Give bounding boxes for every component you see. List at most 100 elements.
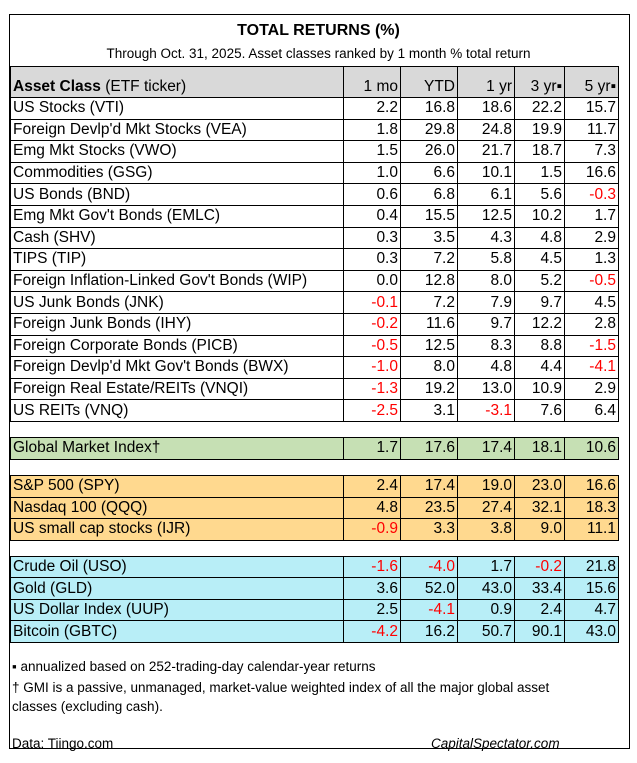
return-ytd: 19.2: [400, 377, 458, 401]
publisher-credit: CapitalSpectator.com: [431, 736, 560, 751]
return-ytd: -4.1: [400, 598, 458, 622]
return-1yr: 24.8: [457, 118, 515, 142]
return-3yr: 1.5: [514, 161, 565, 185]
return-1mo: 0.4: [343, 204, 401, 228]
return-3yr: 4.5: [514, 248, 565, 271]
header-asset-bold: Asset Class: [13, 78, 101, 95]
spacer-cell: [10, 458, 619, 476]
return-1yr: 8.3: [457, 334, 515, 358]
return-1yr: 10.1: [457, 161, 515, 185]
return-1mo: 2.2: [343, 97, 401, 120]
return-5yr: 21.8: [564, 555, 619, 579]
subtitle: Through Oct. 31, 2025. Asset classes ran…: [106, 46, 531, 61]
return-1yr: 12.5: [457, 204, 515, 228]
table-row: US Dollar Index (UUP) 2.5 -4.1 0.9 2.4 4.7: [10, 598, 619, 622]
return-3yr: 32.1: [514, 496, 565, 520]
return-1mo: 1.7: [343, 436, 401, 460]
return-ytd: 3.3: [400, 518, 458, 541]
table-row: US small cap stocks (IJR) -0.9 3.3 3.8 9.0 11…: [10, 518, 619, 541]
table-row: S&P 500 (SPY) 2.4 17.4 19.0 23.0 16.6: [10, 474, 619, 498]
return-ytd: 23.5: [400, 496, 458, 520]
table-row: Foreign Junk Bonds (IHY) -0.2 11.6 9.7 12.2 2…: [10, 312, 619, 336]
return-5yr: 4.5: [564, 291, 619, 314]
footnote-annualized: ▪ annualized based on 252-trading-day ca…: [12, 659, 376, 674]
asset-name: Foreign Devlp'd Mkt Gov't Bonds (BWX): [10, 356, 344, 379]
return-1yr: 4.8: [457, 356, 515, 379]
return-3yr: 2.4: [514, 598, 565, 622]
table-row: Cash (SHV) 0.3 3.5 4.3 4.8 2.9: [10, 226, 619, 250]
return-3yr: 18.7: [514, 140, 565, 163]
asset-name: US Junk Bonds (JNK): [10, 291, 344, 314]
asset-name: TIPS (TIP): [10, 248, 344, 271]
return-ytd: 26.0: [400, 140, 458, 163]
footnote-gmi: † GMI is a passive, unmanaged, market-va…: [12, 680, 550, 695]
table-row: Commodities (GSG) 1.0 6.6 10.1 1.5 16.6: [10, 161, 619, 185]
asset-name: US Dollar Index (UUP): [10, 598, 344, 622]
header-3yr: 3 yr▪: [514, 66, 565, 98]
return-3yr: 7.6: [514, 399, 565, 422]
return-1mo: 2.5: [343, 598, 401, 622]
return-3yr: 10.2: [514, 204, 565, 228]
return-5yr: 2.8: [564, 312, 619, 336]
return-1mo: 0.6: [343, 183, 401, 206]
table-row: TIPS (TIP) 0.3 7.2 5.8 4.5 1.3: [10, 248, 619, 271]
asset-name: US small cap stocks (IJR): [10, 518, 344, 541]
return-3yr: 12.2: [514, 312, 565, 336]
table-row: Emg Mkt Gov't Bonds (EMLC) 0.4 15.5 12.5 10.…: [10, 204, 619, 228]
return-3yr: 4.4: [514, 356, 565, 379]
table-row: Bitcoin (GBTC) -4.2 16.2 50.7 90.1 43.0: [10, 620, 619, 644]
return-5yr: 11.1: [564, 518, 619, 541]
return-5yr: 4.7: [564, 598, 619, 622]
asset-name: US REITs (VNQ): [10, 399, 344, 422]
asset-name: Emg Mkt Stocks (VWO): [10, 140, 344, 163]
return-5yr: 16.6: [564, 474, 619, 498]
table-row: Foreign Corporate Bonds (PICB) -0.5 12.5 8.…: [10, 334, 619, 358]
return-3yr: -0.2: [514, 555, 565, 579]
return-1mo: -0.2: [343, 312, 401, 336]
spacer-row: [10, 458, 619, 476]
return-ytd: 16.8: [400, 97, 458, 120]
return-5yr: 2.9: [564, 377, 619, 401]
return-5yr: 6.4: [564, 399, 619, 422]
return-1yr: 21.7: [457, 140, 515, 163]
asset-name: Foreign Real Estate/REITs (VNQI): [10, 377, 344, 401]
asset-name: S&P 500 (SPY): [10, 474, 344, 498]
return-5yr: 18.3: [564, 496, 619, 520]
return-3yr: 19.9: [514, 118, 565, 142]
return-5yr: 1.3: [564, 248, 619, 271]
return-1mo: 0.3: [343, 226, 401, 250]
header-1yr: 1 yr: [457, 66, 515, 98]
return-3yr: 5.6: [514, 183, 565, 206]
return-1yr: 3.8: [457, 518, 515, 541]
return-ytd: 16.2: [400, 620, 458, 644]
header-asset-class: Asset Class (ETF ticker): [10, 66, 344, 98]
return-1mo: 3.6: [343, 577, 401, 600]
spacer-cell: [10, 539, 619, 557]
return-5yr: 7.3: [564, 140, 619, 163]
return-1yr: 1.7: [457, 555, 515, 579]
header-ytd: YTD: [400, 66, 458, 98]
return-1mo: -1.0: [343, 356, 401, 379]
asset-name: US Bonds (BND): [10, 183, 344, 206]
return-1mo: 1.8: [343, 118, 401, 142]
return-1mo: 1.0: [343, 161, 401, 185]
page-title: TOTAL RETURNS (%): [237, 22, 400, 39]
return-ytd: 17.6: [400, 436, 458, 460]
return-1yr: 7.9: [457, 291, 515, 314]
return-ytd: 7.2: [400, 248, 458, 271]
return-ytd: 17.4: [400, 474, 458, 498]
spacer-row: [10, 539, 619, 557]
return-1yr: 50.7: [457, 620, 515, 644]
asset-name: US Stocks (VTI): [10, 97, 344, 120]
return-1mo: -4.2: [343, 620, 401, 644]
header-asset-rest: (ETF ticker): [100, 78, 187, 95]
asset-name: Cash (SHV): [10, 226, 344, 250]
table-row: US REITs (VNQ) -2.5 3.1 -3.1 7.6 6.4: [10, 399, 619, 422]
returns-panel: [9, 14, 630, 749]
asset-name: Emg Mkt Gov't Bonds (EMLC): [10, 204, 344, 228]
return-1yr: 6.1: [457, 183, 515, 206]
table-row: Crude Oil (USO) -1.6 -4.0 1.7 -0.2 21.8: [10, 555, 619, 579]
spacer-row: [10, 420, 619, 438]
table-row: Foreign Devlp'd Mkt Stocks (VEA) 1.8 29.8 2…: [10, 118, 619, 142]
return-5yr: -1.5: [564, 334, 619, 358]
